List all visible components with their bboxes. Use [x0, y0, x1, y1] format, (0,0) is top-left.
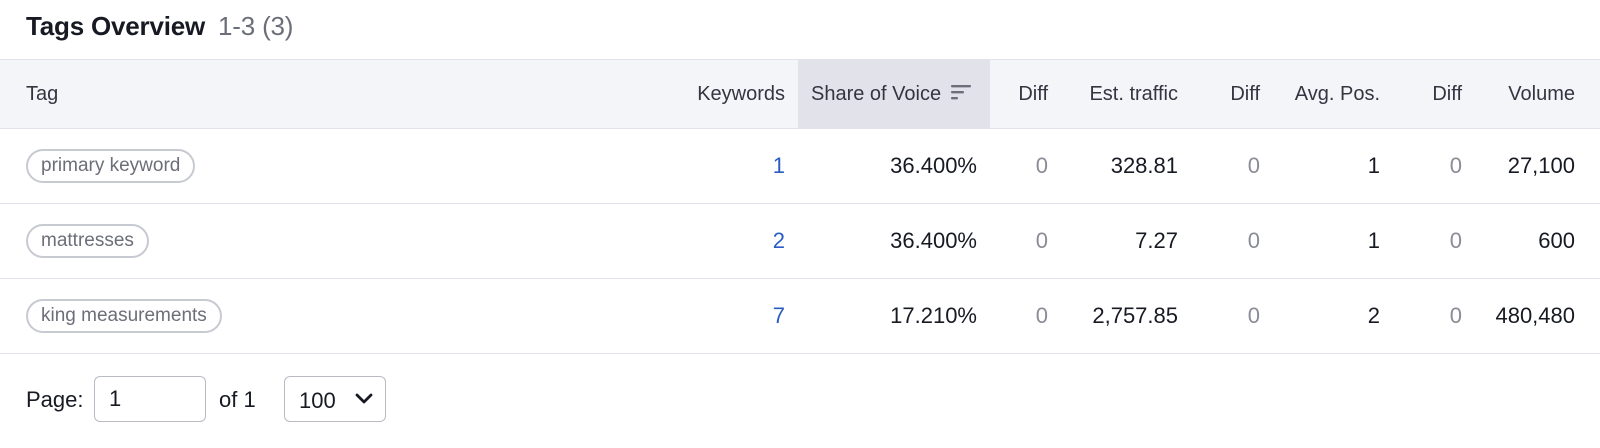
keywords-cell: 2 [634, 204, 798, 279]
pagination: Page: of 1 100 [0, 376, 1600, 428]
diff-sov-cell: 0 [1035, 303, 1048, 328]
tag-pill[interactable]: primary keyword [26, 149, 196, 183]
page-number-input[interactable] [94, 376, 206, 422]
avg-pos-cell: 1 [1367, 153, 1380, 178]
share-of-voice-label: Share of Voice [811, 82, 942, 105]
column-header-diff-traffic[interactable]: Diff [1191, 59, 1273, 129]
diff-pos-cell: 0 [1449, 303, 1462, 328]
share-of-voice-cell: 17.210% [890, 303, 977, 328]
page-label: Page: [26, 387, 84, 412]
table-row: mattresses 2 36.400% 0 7.27 0 1 0 600 [0, 204, 1600, 279]
sort-descending-icon [951, 85, 972, 100]
est-traffic-cell: 328.81 [1110, 153, 1178, 178]
est-traffic-cell: 2,757.85 [1092, 303, 1178, 328]
diff-pos-cell: 0 [1449, 153, 1462, 178]
column-header-est-traffic[interactable]: Est. traffic [1061, 59, 1191, 129]
volume-cell: 600 [1538, 228, 1575, 253]
keywords-cell: 1 [634, 129, 798, 204]
title-count: 1-3 (3) [218, 11, 293, 41]
tag-cell: mattresses [0, 204, 634, 279]
per-page-value: 100 [299, 388, 336, 413]
column-header-tag[interactable]: Tag [0, 59, 634, 129]
column-header-diff-sov[interactable]: Diff [990, 59, 1061, 129]
diff-sov-cell: 0 [1035, 228, 1048, 253]
est-traffic-cell: 7.27 [1135, 228, 1178, 253]
volume-cell: 480,480 [1495, 303, 1575, 328]
keywords-cell: 7 [634, 279, 798, 354]
tag-pill[interactable]: mattresses [26, 224, 149, 258]
table-header-row: Tag Keywords Share of Voice Diff Est. tr… [0, 59, 1600, 129]
table-row: primary keyword 1 36.400% 0 328.81 0 1 0… [0, 129, 1600, 204]
diff-pos-cell: 0 [1449, 228, 1462, 253]
diff-traffic-cell: 0 [1247, 153, 1260, 178]
per-page-select[interactable]: 100 [284, 376, 386, 422]
diff-sov-cell: 0 [1035, 153, 1048, 178]
share-of-voice-cell: 36.400% [890, 228, 977, 253]
tag-pill[interactable]: king measurements [26, 299, 222, 333]
column-header-volume[interactable]: Volume [1475, 59, 1600, 129]
title-text: Tags Overview [26, 11, 206, 41]
chevron-down-icon [355, 393, 373, 404]
column-header-share-of-voice[interactable]: Share of Voice [798, 59, 990, 129]
title-total: (3) [262, 11, 294, 41]
volume-cell: 27,100 [1507, 153, 1575, 178]
tag-cell: primary keyword [0, 129, 634, 204]
diff-traffic-cell: 0 [1247, 228, 1260, 253]
title-range: 1-3 [218, 11, 256, 41]
page-title: Tags Overview 1-3 (3) [26, 11, 293, 42]
avg-pos-cell: 2 [1367, 303, 1380, 328]
diff-traffic-cell: 0 [1247, 303, 1260, 328]
keywords-count-link[interactable]: 7 [772, 303, 785, 328]
share-of-voice-cell: 36.400% [890, 153, 977, 178]
title-bar: Tags Overview 1-3 (3) [0, 0, 1600, 59]
column-header-avg-pos[interactable]: Avg. Pos. [1273, 59, 1393, 129]
tag-cell: king measurements [0, 279, 634, 354]
avg-pos-cell: 1 [1367, 228, 1380, 253]
keywords-count-link[interactable]: 1 [772, 153, 785, 178]
keywords-count-link[interactable]: 2 [772, 228, 785, 253]
table-row: king measurements 7 17.210% 0 2,757.85 0… [0, 279, 1600, 354]
column-header-diff-pos[interactable]: Diff [1393, 59, 1475, 129]
page-of-label: of 1 [219, 387, 256, 412]
tags-table: Tag Keywords Share of Voice Diff Est. tr… [0, 59, 1600, 354]
column-header-keywords[interactable]: Keywords [634, 59, 798, 129]
